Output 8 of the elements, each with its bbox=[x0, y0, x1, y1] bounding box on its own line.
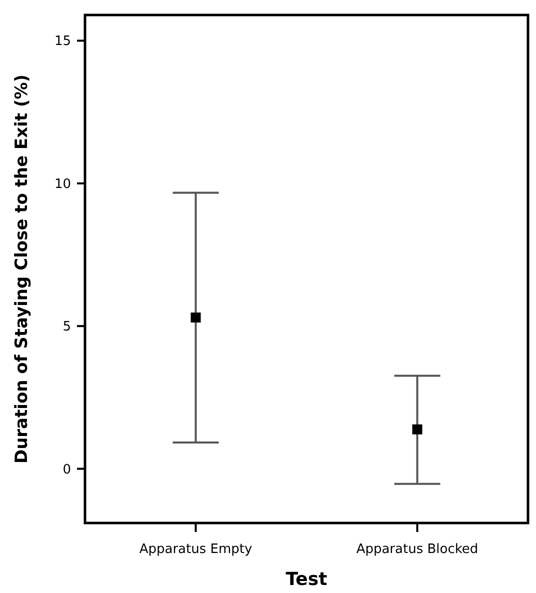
x-tick-label: Apparatus Empty bbox=[139, 542, 252, 557]
x-axis-title: Test bbox=[286, 569, 328, 590]
y-tick-label: 15 bbox=[54, 34, 71, 50]
x-tick-label: Apparatus Blocked bbox=[356, 542, 478, 557]
y-tick-label: 10 bbox=[54, 176, 71, 192]
y-tick-label: 0 bbox=[62, 462, 71, 478]
y-tick-label: 5 bbox=[62, 320, 71, 335]
y-axis-title: Duration of Staying Close to the Exit (%) bbox=[12, 74, 32, 464]
